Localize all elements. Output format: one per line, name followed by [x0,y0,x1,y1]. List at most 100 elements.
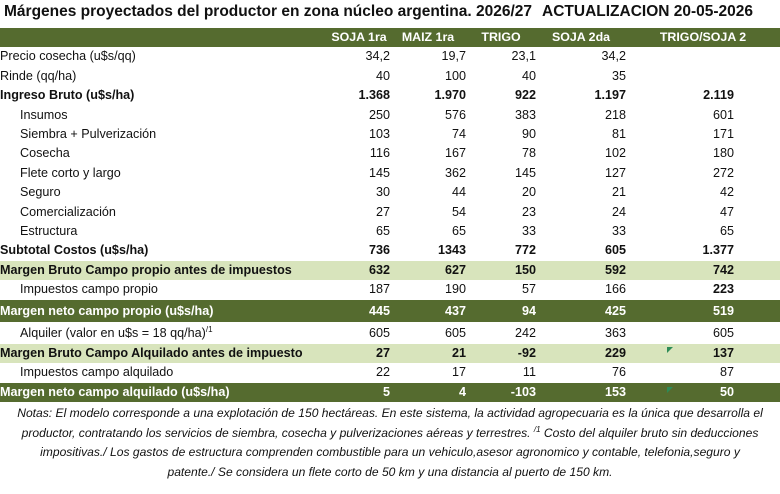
table-row: Margen Bruto Campo propio antes de impue… [0,260,780,281]
header-blank [0,28,328,48]
table-row: Margen neto campo propio (u$s/ha) 445 43… [0,299,780,322]
cell: 742 [626,260,780,281]
row-label: Flete corto y largo [20,165,121,180]
cell [626,47,780,66]
row-label: Precio cosecha (u$s/qq) [0,49,136,64]
cell: 127 [604,165,626,180]
cell: 605 [444,325,466,340]
cell: 272 [712,165,734,180]
cell: 363 [604,325,626,340]
cell: 922 [514,88,536,103]
notes-line: patente./ Se considera un flete corto de… [167,464,613,479]
table-row: Rinde (qq/ha) 40 100 40 35 [0,67,780,86]
table-row: Flete corto y largo 145 362 145 127 272 [0,164,780,183]
cell: 27 [328,343,390,364]
cell: 11 [522,365,536,380]
table-row: Margen neto campo alquilado (u$s/ha) 5 4… [0,382,780,402]
cell: 1.368 [358,88,390,103]
cell: 5 [328,382,390,402]
cell: 167 [444,146,466,161]
cell: 100 [444,68,466,83]
row-label: Seguro [20,185,61,200]
cell: 166 [604,282,626,297]
cell: 23,1 [511,49,536,64]
cell: 40 [521,68,536,83]
cell: 102 [604,146,626,161]
cell: 383 [514,107,536,122]
cell: 145 [514,165,536,180]
cell: 1.197 [594,88,626,103]
row-label: Margen neto campo propio (u$s/ha) [0,299,328,322]
cell: 33 [521,224,536,239]
cell-marker-icon [667,347,673,353]
title-update: ACTUALIZACION 20-05-2026 [542,3,754,20]
cell: 30 [375,185,390,200]
cell: 33 [611,224,626,239]
margins-table: SOJA 1ra MAIZ 1ra TRIGO SOJA 2da TRIGO/S… [0,28,780,402]
cell: 1343 [437,243,466,258]
cell: 54 [451,204,466,219]
footnote-mark: /1 [533,424,541,434]
col-header: TRIGO [466,28,536,48]
notes-line: productor, contratando los servicios de … [2,424,778,444]
cell: 65 [451,224,466,239]
col-header: TRIGO/SOJA 2 [626,28,780,48]
row-label: Ingreso Bruto (u$s/ha) [0,88,135,103]
table-row: Estructura 65 65 33 33 65 [0,222,780,241]
row-label: Margen Bruto Campo Alquilado antes de im… [0,343,328,364]
cell: 17 [451,365,466,380]
cell: 592 [536,260,626,281]
cell: 87 [719,365,734,380]
col-header: SOJA 1ra [328,28,390,48]
row-label: Alquiler (valor en u$s = 18 qq/ha)/1 [0,322,328,344]
cell: 57 [521,282,536,297]
notes-block: Notas: El modelo corresponde a una explo… [2,404,778,482]
cell: 103 [368,127,390,142]
table-row: Margen Bruto Campo Alquilado antes de im… [0,343,780,364]
cell: 180 [712,146,734,161]
cell: 35 [611,68,626,83]
row-label-text: Alquiler (valor en u$s = 18 qq/ha) [20,325,206,340]
cell: 425 [536,299,626,322]
row-label: Estructura [20,224,78,239]
cell: 116 [369,146,390,161]
cell: 605 [604,243,626,258]
row-label: Impuestos campo propio [20,282,158,297]
col-header: MAIZ 1ra [390,28,466,48]
table-row: Impuestos campo alquilado 22 17 11 76 87 [0,363,780,382]
cell: 44 [451,185,466,200]
cell: 736 [368,243,390,258]
header-row: SOJA 1ra MAIZ 1ra TRIGO SOJA 2da TRIGO/S… [0,28,780,48]
cell [626,67,780,86]
cell: 605 [368,325,390,340]
cell: 23 [521,204,536,219]
cell: 187 [368,282,390,297]
cell: 34,2 [365,49,390,64]
cell: 145 [368,165,390,180]
cell: 362 [444,165,466,180]
cell: 171 [712,127,734,142]
cell: 78 [521,146,536,161]
cell: 21 [611,185,626,200]
notes-text: Costo del alquiler bruto sin deducciones [543,425,759,440]
table-row: Insumos 250 576 383 218 601 [0,106,780,125]
cell: 190 [444,282,466,297]
row-label: Insumos [20,107,68,122]
cell: 50 [626,382,780,402]
table-row: Alquiler (valor en u$s = 18 qq/ha)/1 605… [0,322,780,344]
cell: 605 [712,325,734,340]
notes-line: Notas: El modelo corresponde a una explo… [17,406,763,420]
table-row: Ingreso Bruto (u$s/ha) 1.368 1.970 922 1… [0,86,780,105]
row-label: Rinde (qq/ha) [0,68,77,83]
cell: 218 [604,107,626,122]
cell: 19,7 [441,49,466,64]
cell: 1.377 [702,243,734,258]
cell: 27 [375,204,390,219]
row-label: Subtotal Costos (u$s/ha) [0,243,149,258]
cell: 576 [444,107,466,122]
cell: 1.970 [434,88,466,103]
cell: 137 [626,343,780,364]
cell: 65 [375,224,390,239]
cell: 445 [328,299,390,322]
cell: 150 [466,260,536,281]
